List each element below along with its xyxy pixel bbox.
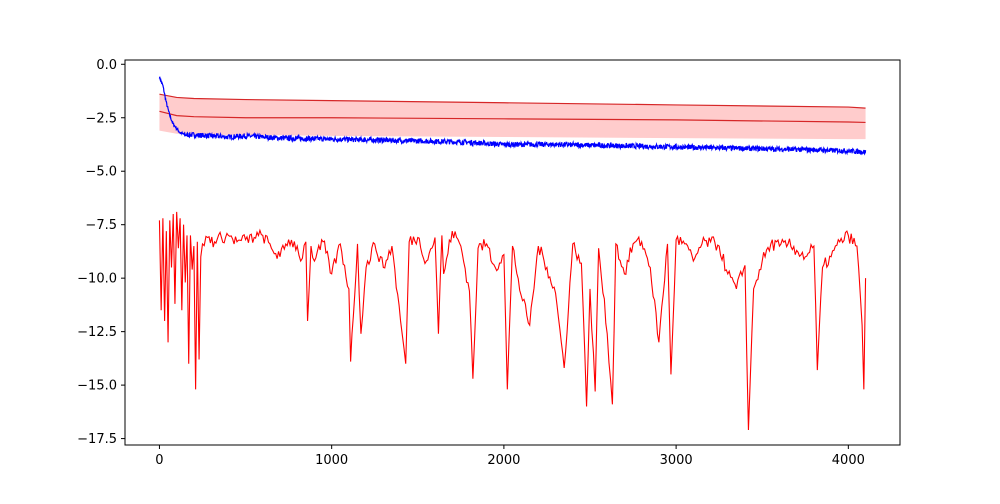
y-tick-label: −15.0 <box>77 379 117 394</box>
band-upper-line <box>159 93 866 109</box>
y-tick-label: −7.5 <box>85 218 117 233</box>
series-blue-line <box>158 76 867 156</box>
x-tick-label: 1000 <box>315 453 348 468</box>
x-tick-label: 3000 <box>660 453 693 468</box>
y-tick-label: −2.5 <box>85 111 117 126</box>
band-mean-line <box>159 110 866 124</box>
band-fill <box>159 94 866 140</box>
x-tick-label: 2000 <box>487 453 520 468</box>
y-tick-label: 0.0 <box>96 58 117 73</box>
x-tick-label: 0 <box>155 453 163 468</box>
y-tick-label: −17.5 <box>77 432 117 447</box>
axes-frame <box>124 59 901 446</box>
series-red-line <box>158 211 867 431</box>
y-tick-label: −12.5 <box>77 325 117 340</box>
plot-area <box>158 76 867 431</box>
x-tick-label: 4000 <box>832 453 865 468</box>
axis-ticks: 0 1000 2000 3000 4000 0.0 −2.5 −5.0 −7.5 −10.0 −12… <box>77 58 865 468</box>
y-tick-label: −10.0 <box>77 272 117 287</box>
y-tick-label: −5.0 <box>85 165 117 180</box>
